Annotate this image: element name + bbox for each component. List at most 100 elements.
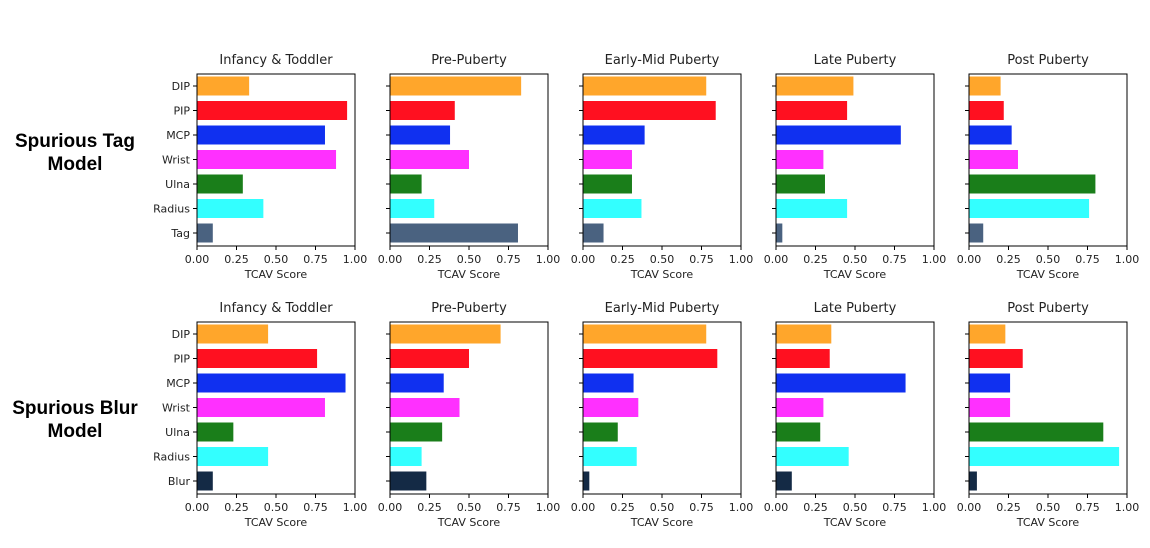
y-tick-label: MCP — [166, 129, 190, 142]
y-tick-label: Radius — [153, 203, 190, 216]
bar-dip — [197, 76, 250, 96]
chart-title: Late Puberty — [814, 53, 897, 68]
bar-pip — [390, 349, 469, 368]
x-axis-label: TCAV Score — [630, 516, 694, 529]
bar-radius — [776, 447, 849, 466]
bar-ulna — [583, 422, 618, 442]
x-tick-label: 1.00 — [1115, 253, 1140, 266]
bar-ulna — [969, 174, 1096, 194]
x-axis-label: TCAV Score — [244, 268, 308, 281]
bar-ulna — [390, 174, 422, 194]
x-tick-label: 1.00 — [922, 501, 947, 514]
bar-radius — [197, 199, 264, 218]
bar-wrist — [390, 150, 469, 169]
bar-pip — [969, 101, 1004, 120]
y-tick-label: PIP — [173, 105, 190, 118]
bar-ulna — [583, 174, 632, 194]
x-tick-label: 0.75 — [1075, 501, 1100, 514]
bar-tag — [390, 223, 518, 243]
bar-mcp — [776, 373, 906, 393]
bar-blur — [390, 471, 427, 491]
bar-tag — [776, 223, 783, 243]
y-tick-label: DIP — [172, 328, 191, 341]
bar-radius — [390, 447, 422, 466]
x-tick-label: 0.75 — [303, 253, 328, 266]
bar-radius — [583, 447, 637, 466]
bar-ulna — [776, 422, 821, 442]
chart-panel: 0.00 0.25 0.50 0.75 1.00 TCAV Score Post Puber… — [957, 53, 1140, 281]
x-tick-label: 0.75 — [882, 501, 907, 514]
chart-title: Pre-Puberty — [431, 53, 507, 68]
bar-radius — [197, 447, 269, 466]
x-tick-label: 0.25 — [803, 253, 828, 266]
x-tick-label: 0.50 — [457, 501, 482, 514]
bar-mcp — [969, 373, 1011, 393]
x-tick-label: 0.00 — [378, 501, 403, 514]
y-tick-label: MCP — [166, 377, 190, 390]
x-tick-label: 0.50 — [264, 253, 289, 266]
bar-blur — [583, 471, 590, 491]
bar-wrist — [390, 398, 460, 417]
bar-tag — [197, 223, 213, 243]
bar-pip — [583, 349, 718, 368]
chart-title: Post Puberty — [1007, 53, 1089, 68]
chart-panel: DIP PIP MCP Wrist Ulna Radius Blur 0.00 0.25 0.50… — [153, 301, 367, 529]
bar-pip — [197, 101, 348, 120]
x-axis-label: TCAV Score — [823, 268, 887, 281]
bar-mcp — [583, 125, 645, 145]
bar-wrist — [969, 150, 1018, 169]
bar-pip — [776, 101, 848, 120]
x-tick-label: 0.25 — [803, 501, 828, 514]
x-tick-label: 0.75 — [689, 253, 714, 266]
bar-dip — [390, 76, 522, 96]
x-axis-label: TCAV Score — [1016, 268, 1080, 281]
bar-ulna — [197, 174, 243, 194]
x-tick-label: 0.50 — [843, 501, 868, 514]
row-label-tag-model: Spurious Tag Model — [0, 130, 150, 176]
x-axis-label: TCAV Score — [437, 516, 501, 529]
bar-dip — [969, 76, 1001, 96]
bar-wrist — [197, 398, 325, 417]
y-tick-label: Radius — [153, 451, 190, 464]
x-tick-label: 0.25 — [417, 501, 442, 514]
bar-dip — [583, 324, 707, 344]
x-tick-label: 0.75 — [1075, 253, 1100, 266]
chart-panel: 0.00 0.25 0.50 0.75 1.00 TCAV Score Pre-Pubert… — [378, 301, 561, 529]
bar-dip — [969, 324, 1006, 344]
x-tick-label: 0.50 — [457, 253, 482, 266]
bar-wrist — [776, 150, 824, 169]
x-tick-label: 0.75 — [303, 501, 328, 514]
x-tick-label: 1.00 — [729, 501, 754, 514]
bar-mcp — [969, 125, 1012, 145]
row-label-line: Spurious Blur — [12, 398, 138, 419]
bar-radius — [390, 199, 435, 218]
x-tick-label: 1.00 — [343, 501, 368, 514]
x-tick-label: 0.25 — [996, 253, 1021, 266]
chart-panel: DIP PIP MCP Wrist Ulna Radius Tag 0.00 0.25 0.50 0… — [153, 53, 367, 281]
bar-pip — [776, 349, 830, 368]
x-tick-label: 1.00 — [1115, 501, 1140, 514]
chart-title: Early-Mid Puberty — [605, 53, 720, 68]
bar-tag — [583, 223, 604, 243]
y-tick-label: Blur — [168, 475, 191, 488]
x-tick-label: 0.00 — [185, 253, 210, 266]
chart-title: Late Puberty — [814, 301, 897, 316]
row-label-line: Model — [47, 421, 103, 442]
bar-pip — [969, 349, 1023, 368]
x-tick-label: 0.00 — [764, 253, 789, 266]
bar-mcp — [197, 373, 346, 393]
x-tick-label: 0.00 — [957, 501, 982, 514]
chart-panel: 0.00 0.25 0.50 0.75 1.00 TCAV Score Early-Mid … — [571, 53, 754, 281]
chart-panel: 0.00 0.25 0.50 0.75 1.00 TCAV Score Early-Mid … — [571, 301, 754, 529]
y-tick-label: DIP — [172, 80, 191, 93]
x-tick-label: 0.00 — [571, 253, 596, 266]
x-tick-label: 0.75 — [496, 501, 521, 514]
bar-mcp — [776, 125, 901, 145]
x-tick-label: 0.00 — [378, 253, 403, 266]
x-tick-label: 0.75 — [689, 501, 714, 514]
x-axis-label: TCAV Score — [1016, 516, 1080, 529]
bar-radius — [583, 199, 642, 218]
bar-pip — [583, 101, 716, 120]
bar-blur — [969, 471, 977, 491]
